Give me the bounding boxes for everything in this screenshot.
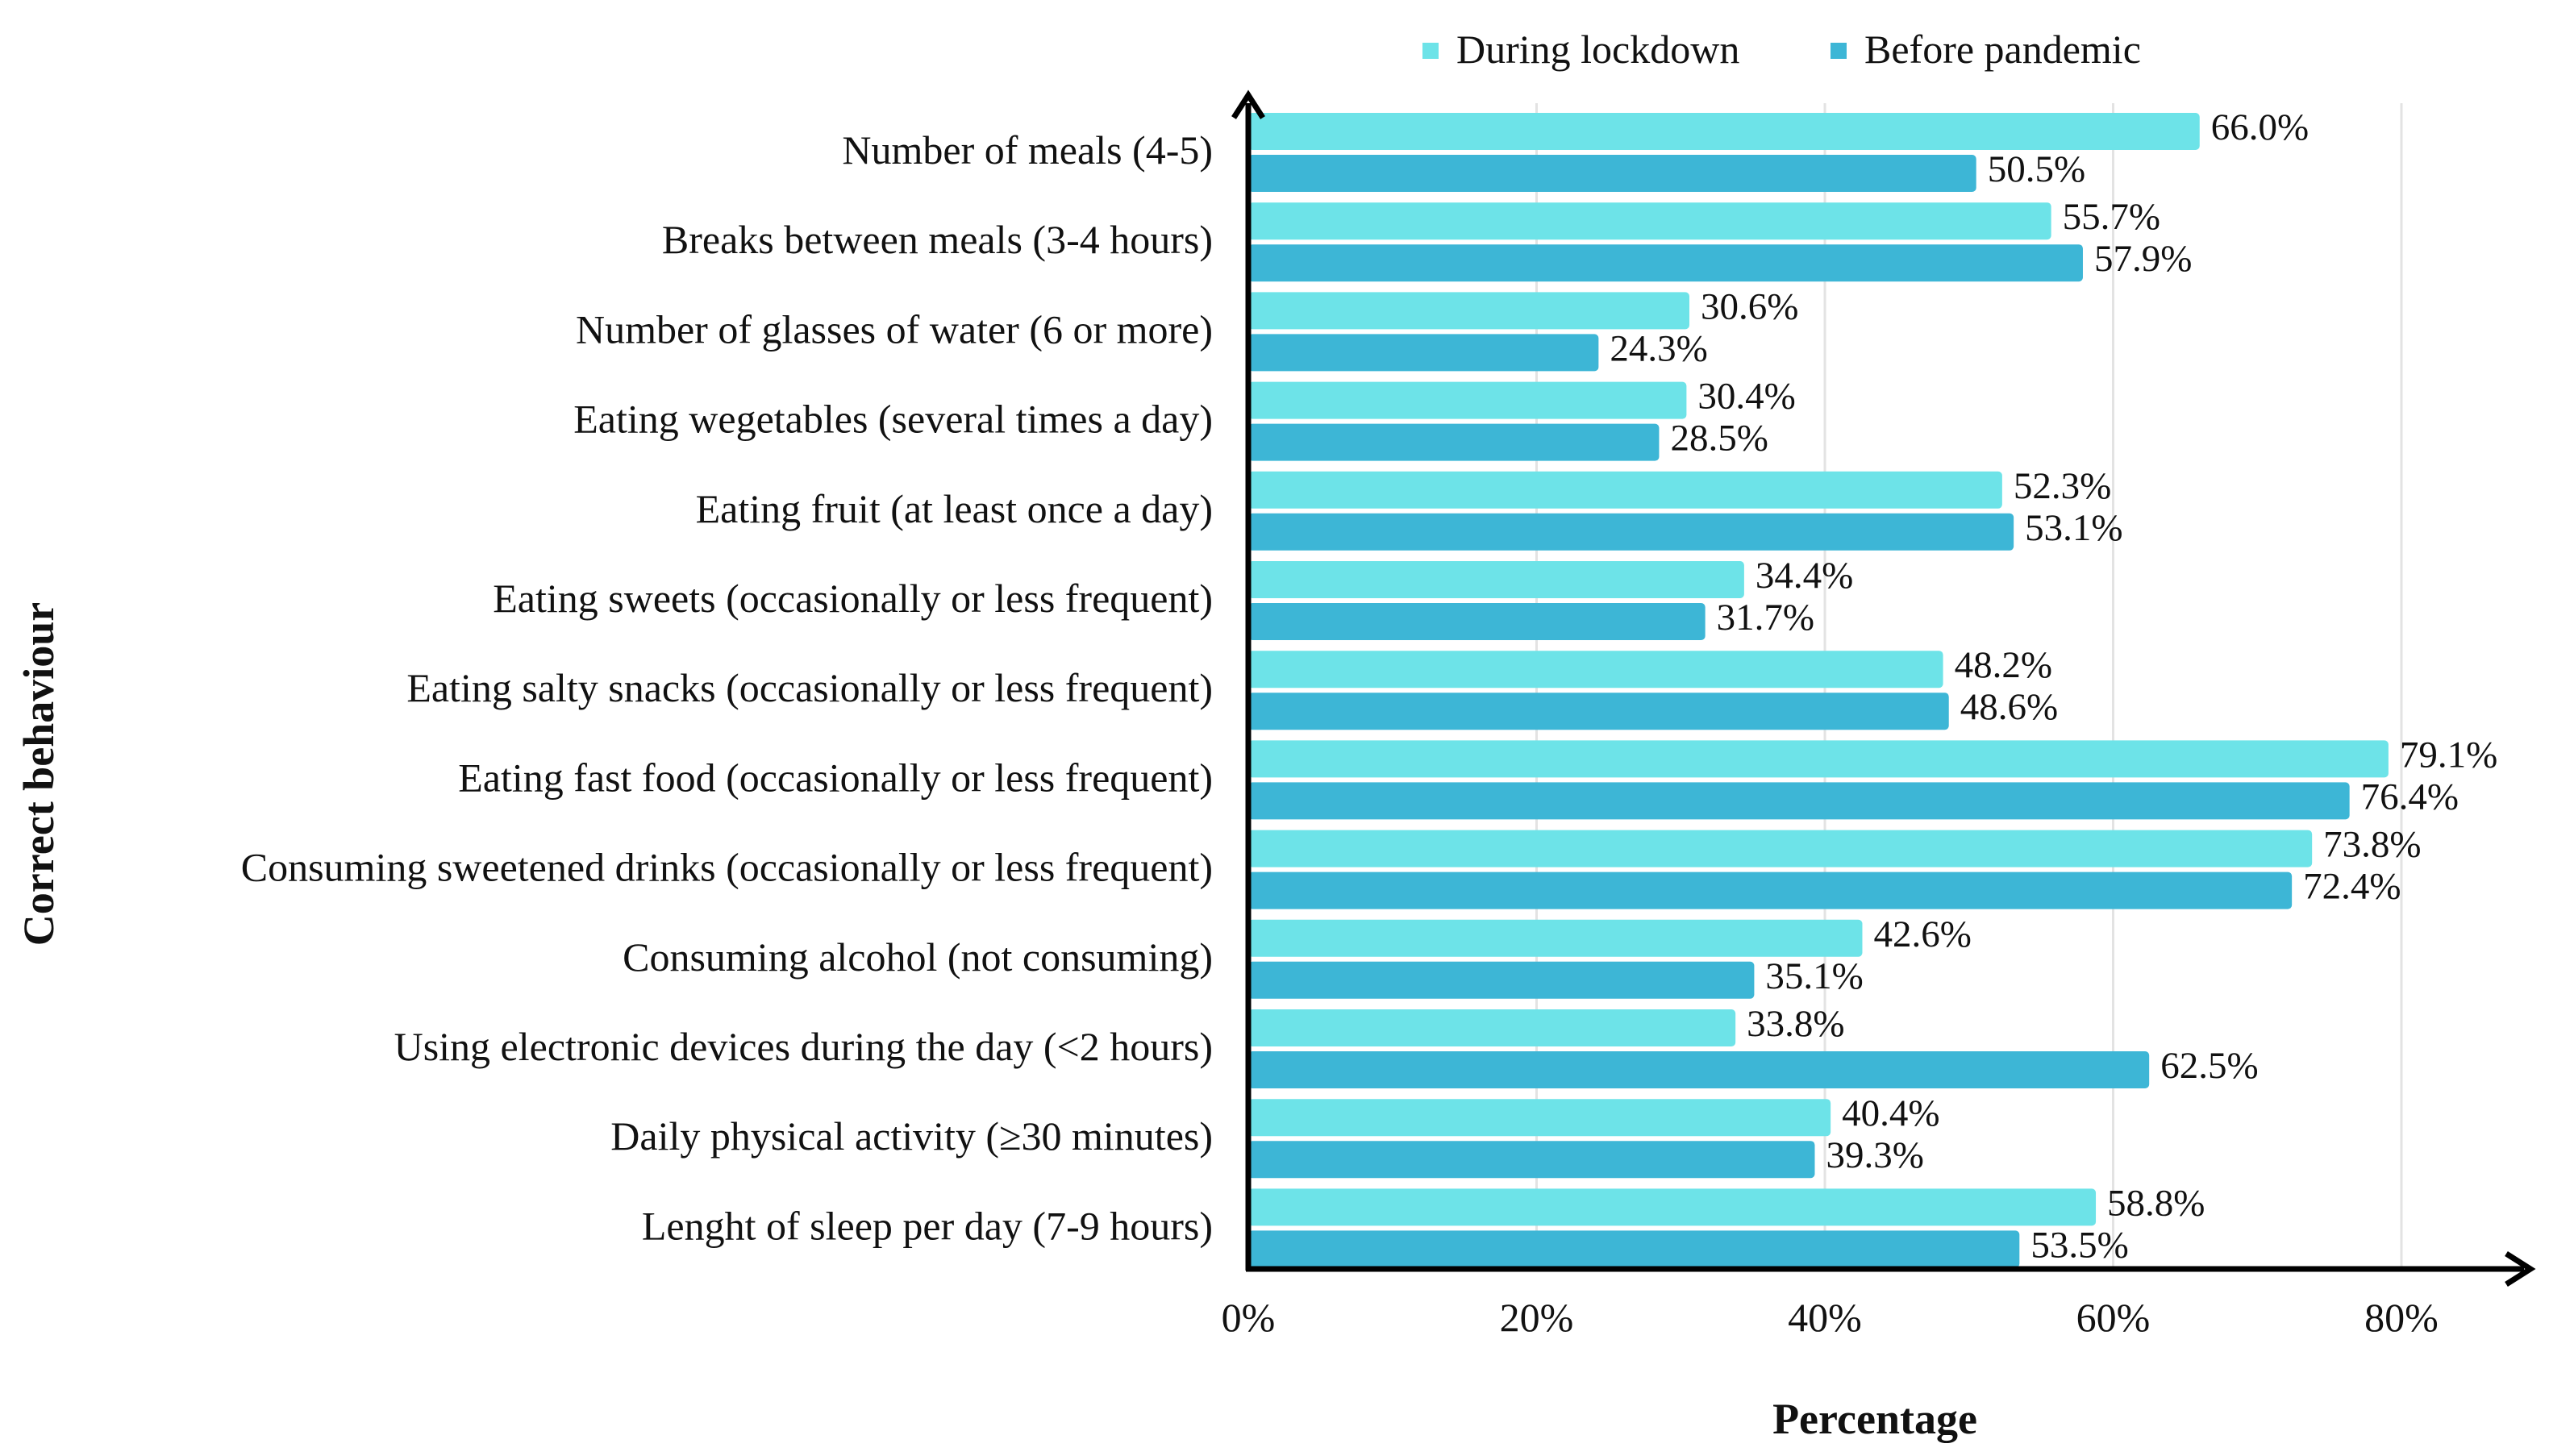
category-label: Eating sweets (occasionally or less freq… xyxy=(493,576,1213,621)
data-label-lockdown: 58.8% xyxy=(2107,1182,2205,1224)
data-label-prepandemic: 53.5% xyxy=(2030,1224,2128,1266)
bar-prepandemic-eating-sweets-occasionally-or-less-frequent xyxy=(1248,603,1706,640)
data-label-lockdown: 55.7% xyxy=(2063,196,2160,238)
data-label-lockdown: 42.6% xyxy=(1873,913,1971,955)
bar-lockdown-daily-physical-activity-30-minutes xyxy=(1248,1099,1831,1137)
legend: During lockdown Before pandemic xyxy=(1422,27,2141,72)
bar-prepandemic-number-of-glasses-of-water-6-or-more xyxy=(1248,334,1599,372)
data-label-prepandemic: 62.5% xyxy=(2160,1045,2258,1087)
legend-label-before-pandemic: Before pandemic xyxy=(1864,27,2141,72)
data-label-prepandemic: 76.4% xyxy=(2361,776,2459,817)
data-label-lockdown: 30.4% xyxy=(1697,376,1795,418)
bar-prepandemic-consuming-alcohol-not-consuming xyxy=(1248,961,1755,999)
bar-lockdown-consuming-alcohol-not-consuming xyxy=(1248,919,1863,957)
category-label: Eating salty snacks (occasionally or les… xyxy=(406,665,1213,710)
bar-lockdown-number-of-glasses-of-water-6-or-more xyxy=(1248,292,1689,330)
data-label-prepandemic: 35.1% xyxy=(1765,955,1863,997)
axes xyxy=(1231,89,2536,1287)
bars xyxy=(1248,113,2389,1268)
category-labels: Number of meals (4-5) Breaks between meal… xyxy=(241,127,1213,1248)
data-label-lockdown: 30.6% xyxy=(1701,285,1798,327)
category-label: Daily physical activity (≥30 minutes) xyxy=(610,1113,1213,1159)
bar-lockdown-eating-fast-food-occasionally-or-less-frequent xyxy=(1248,740,2389,778)
data-label-lockdown: 52.3% xyxy=(2014,465,2111,507)
bar-lockdown-eating-salty-snacks-occasionally-or-less-frequent xyxy=(1248,651,1943,688)
data-label-prepandemic: 50.5% xyxy=(1988,148,2085,190)
x-tick-label: 0% xyxy=(1222,1295,1276,1340)
bar-prepandemic-consuming-sweetened-drinks-occasionally-or-less-frequent xyxy=(1248,872,2293,909)
bar-lockdown-eating-wegetables-several-times-a-day xyxy=(1248,381,1687,419)
data-label-prepandemic: 39.3% xyxy=(1826,1134,1923,1176)
data-labels: 66.0% 50.5% 55.7%57.9% 30.6%24.3% 30.4%28.5%… xyxy=(1610,106,2497,1266)
data-label-prepandemic: 57.9% xyxy=(2094,238,2192,280)
data-label-lockdown: 66.0% xyxy=(2211,106,2309,148)
bar-lockdown-breaks-between-meals-3-4-hours xyxy=(1248,202,2051,240)
data-label-prepandemic: 28.5% xyxy=(1670,418,1768,460)
data-label-lockdown: 40.4% xyxy=(1842,1092,1939,1134)
bar-prepandemic-eating-fast-food-occasionally-or-less-frequent xyxy=(1248,782,2350,820)
bar-prepandemic-using-electronic-devices-during-the-day-2-hours xyxy=(1248,1051,2150,1088)
x-axis-title: Percentage xyxy=(1772,1395,1977,1443)
category-label: Lenght of sleep per day (7-9 hours) xyxy=(642,1203,1213,1248)
bar-prepandemic-number-of-meals-4-5 xyxy=(1248,155,1976,192)
category-label: Number of meals (4-5) xyxy=(842,127,1213,173)
data-label-lockdown: 34.4% xyxy=(1756,555,1853,597)
category-label: Eating fast food (occasionally or less f… xyxy=(458,755,1213,800)
x-axis-arrowhead xyxy=(2505,1251,2536,1287)
bar-lockdown-consuming-sweetened-drinks-occasionally-or-less-frequent xyxy=(1248,830,2313,867)
bar-prepandemic-lenght-of-sleep-per-day-7-9-hours xyxy=(1248,1230,2020,1268)
category-label: Breaks between meals (3-4 hours) xyxy=(662,217,1213,262)
category-label: Eating fruit (at least once a day) xyxy=(696,486,1213,531)
bar-lockdown-lenght-of-sleep-per-day-7-9-hours xyxy=(1248,1188,2097,1226)
data-label-prepandemic: 72.4% xyxy=(2303,866,2401,908)
x-tick-labels: 0% 20% 40% 60% 80% xyxy=(1222,1295,2439,1340)
bar-lockdown-number-of-meals-4-5 xyxy=(1248,113,2200,150)
data-label-prepandemic: 53.1% xyxy=(2025,507,2122,549)
y-axis-arrowhead xyxy=(1231,89,1265,119)
category-label: Consuming sweetened drinks (occasionally… xyxy=(241,845,1213,890)
data-label-lockdown: 73.8% xyxy=(2323,824,2421,866)
bar-prepandemic-eating-fruit-at-least-once-a-day xyxy=(1248,513,2014,551)
legend-swatch-before-pandemic xyxy=(1831,43,1847,59)
data-label-lockdown: 79.1% xyxy=(2400,734,2497,776)
bar-prepandemic-eating-wegetables-several-times-a-day xyxy=(1248,423,1660,461)
bar-lockdown-eating-sweets-occasionally-or-less-frequent xyxy=(1248,561,1744,598)
category-label: Number of glasses of water (6 or more) xyxy=(576,306,1213,352)
data-label-prepandemic: 48.6% xyxy=(1960,686,2058,728)
x-tick-label: 20% xyxy=(1500,1295,1574,1340)
data-label-prepandemic: 24.3% xyxy=(1610,327,1707,369)
x-tick-label: 40% xyxy=(1788,1295,1862,1340)
legend-label-during-lockdown: During lockdown xyxy=(1456,27,1739,72)
bar-prepandemic-eating-salty-snacks-occasionally-or-less-frequent xyxy=(1248,693,1949,730)
legend-swatch-during-lockdown xyxy=(1422,43,1439,59)
bar-lockdown-using-electronic-devices-during-the-day-2-hours xyxy=(1248,1009,1736,1046)
data-label-lockdown: 48.2% xyxy=(1955,644,2052,686)
category-label: Consuming alcohol (not consuming) xyxy=(623,934,1213,980)
x-tick-label: 80% xyxy=(2364,1295,2439,1340)
data-label-prepandemic: 31.7% xyxy=(1717,597,1814,639)
y-axis-title: Correct behaviour xyxy=(15,602,63,946)
bar-lockdown-eating-fruit-at-least-once-a-day xyxy=(1248,471,2002,509)
category-label: Eating wegetables (several times a day) xyxy=(573,397,1213,442)
bar-prepandemic-daily-physical-activity-30-minutes xyxy=(1248,1141,1815,1179)
bar-prepandemic-breaks-between-meals-3-4-hours xyxy=(1248,244,2083,282)
data-label-lockdown: 33.8% xyxy=(1747,1003,1844,1045)
x-tick-label: 60% xyxy=(2076,1295,2151,1340)
category-label: Using electronic devices during the day … xyxy=(394,1024,1213,1069)
